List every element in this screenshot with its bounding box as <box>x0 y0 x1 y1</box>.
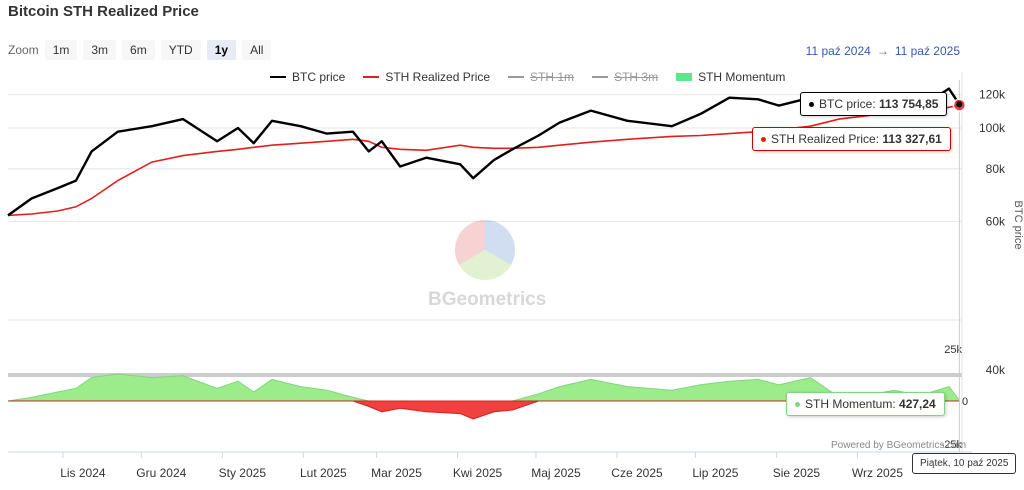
zoom-all-button[interactable]: All <box>242 40 272 60</box>
x-tick-label: Kwi 2025 <box>453 466 503 480</box>
legend-label: STH Momentum <box>698 70 786 84</box>
y-tick-label: 100k <box>979 121 1006 135</box>
axes: 120k 100k 80k 60k 40k BTC price 25k 0 -25k Lis 20… <box>8 88 1024 480</box>
legend-item-sth-realized[interactable]: STH Realized Price <box>363 70 490 84</box>
legend-label: STH 1m <box>530 70 575 84</box>
zoom-6m-button[interactable]: 6m <box>122 40 155 60</box>
tooltip-dot-icon <box>761 137 766 143</box>
x-tick-label: Lip 2025 <box>692 466 738 480</box>
range-from[interactable]: 11 paź 2024 <box>805 44 871 58</box>
legend-swatch-momentum <box>676 73 693 81</box>
range-to[interactable]: 11 paź 2025 <box>894 44 960 58</box>
tooltip-btc-value: 113 754,85 <box>879 97 939 111</box>
zoom-3m-button[interactable]: 3m <box>83 40 117 60</box>
btc-hover-marker <box>956 101 963 108</box>
legend-swatch-sth-1m <box>508 76 525 78</box>
tooltip-sth-price: STH Realized Price: 113 327,61 <box>752 127 951 151</box>
tooltip-momentum: STH Momentum: 427,24 <box>786 392 945 416</box>
y-tick-label: 80k <box>986 162 1006 176</box>
zoom-bar: Zoom 1m 3m 6m YTD 1y All <box>8 40 277 60</box>
x-tick-label: Wrz 2025 <box>852 466 903 480</box>
zoom-1m-button[interactable]: 1m <box>44 40 78 60</box>
tooltip-sth-label: STH Realized Price: <box>771 132 880 146</box>
tooltip-btc-label: BTC price: <box>819 97 876 111</box>
x-tick-label: Maj 2025 <box>531 466 581 480</box>
legend: BTC price STH Realized Price STH 1m STH … <box>270 70 803 84</box>
x-tick-label: Sty 2025 <box>219 466 267 480</box>
x-tick-label: Lut 2025 <box>300 466 347 480</box>
btc-price-line <box>7 87 961 217</box>
tooltip-dot-icon <box>809 102 814 108</box>
legend-swatch-sth <box>363 76 380 78</box>
pane-separator <box>8 373 962 377</box>
legend-label: BTC price <box>292 70 346 84</box>
y-tick-label: 40k <box>986 363 1006 377</box>
hover-markers <box>952 80 967 452</box>
tooltip-dot-icon <box>795 402 800 408</box>
watermark-logo-icon <box>454 220 516 281</box>
x-tick-label: Sie 2025 <box>773 466 821 480</box>
legend-item-sth-1m[interactable]: STH 1m <box>508 70 574 84</box>
x-tick-label: Cze 2025 <box>611 466 663 480</box>
legend-item-btc-price[interactable]: BTC price <box>270 70 345 84</box>
tooltip-btc-price: BTC price: 113 754,85 <box>800 92 948 116</box>
legend-item-sth-3m[interactable]: STH 3m <box>592 70 658 84</box>
range-arrow: → <box>876 44 889 58</box>
legend-label: STH Realized Price <box>385 70 491 84</box>
momentum-tick-label: 0 <box>962 396 968 408</box>
legend-item-sth-momentum[interactable]: STH Momentum <box>676 70 785 84</box>
date-range: 11 paź 2024 → 11 paź 2025 <box>806 44 960 58</box>
legend-swatch-sth-3m <box>592 76 609 78</box>
y-axis-title: BTC price <box>1012 201 1024 250</box>
credit-link[interactable]: Powered by BGeometrics.com <box>831 440 967 451</box>
tooltip-sth-value: 113 327,61 <box>882 132 942 146</box>
legend-swatch-btc <box>270 76 286 78</box>
x-tick-label: Lis 2024 <box>60 466 106 480</box>
tooltip-mom-value: 427,24 <box>899 397 936 411</box>
y-tick-label: 60k <box>986 214 1006 228</box>
chart-title: Bitcoin STH Realized Price <box>8 3 199 20</box>
momentum-tick-label: -25k <box>941 439 963 451</box>
watermark-text: BGeometrics <box>428 289 547 310</box>
zoom-ytd-button[interactable]: YTD <box>160 40 201 60</box>
x-tick-label: Mar 2025 <box>371 466 422 480</box>
x-tick-label: Gru 2024 <box>136 466 186 480</box>
sth-realized-price-line <box>7 104 960 217</box>
crosshair-date-label: Piątek, 10 paź 2025 <box>912 453 1017 474</box>
zoom-label: Zoom <box>8 43 39 57</box>
tooltip-mom-label: STH Momentum: <box>805 397 896 411</box>
y-tick-label: 120k <box>979 88 1006 102</box>
legend-label: STH 3m <box>614 70 659 84</box>
zoom-1y-button[interactable]: 1y <box>206 40 237 60</box>
momentum-tick-label: 25k <box>944 344 962 356</box>
